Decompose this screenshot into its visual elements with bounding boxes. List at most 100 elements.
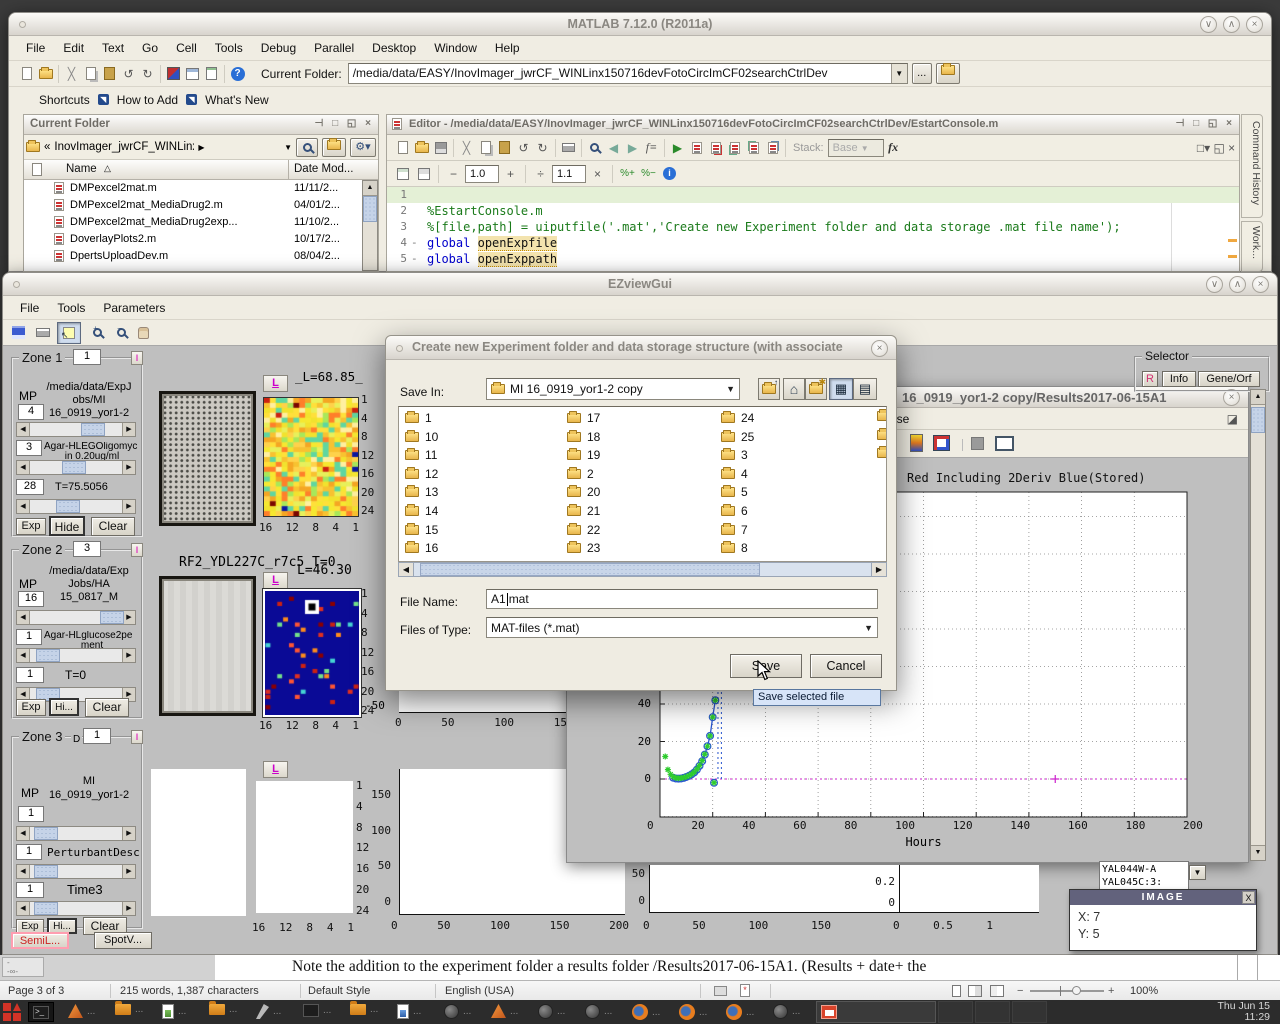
empty-task-slot[interactable]	[1012, 1001, 1047, 1023]
up-one-level-button[interactable]	[322, 137, 346, 157]
selector-gene-orf-button[interactable]: Gene/Orf	[1198, 371, 1260, 387]
zone1-mp-slider[interactable]: ◀ ▶	[16, 422, 136, 437]
step-out-icon[interactable]	[763, 138, 782, 157]
percent-plus-icon[interactable]: %+	[620, 168, 635, 179]
taskbar-item-matlab[interactable]: ...	[491, 1004, 518, 1018]
axes-tool-icon[interactable]	[995, 436, 1014, 451]
path-chevrons[interactable]: «	[44, 141, 51, 153]
taskbar-item-menu[interactable]: ...	[135, 1004, 144, 1015]
page-indicator[interactable]: Page 3 of 3	[8, 985, 65, 997]
matlab-menu-desktop[interactable]: Desktop	[372, 41, 417, 55]
zone3-time-field[interactable]: 1	[16, 882, 44, 898]
window-menu-icon[interactable]	[396, 345, 403, 352]
folder-item-24[interactable]: 24	[721, 411, 754, 425]
home-button[interactable]: ⌂	[783, 378, 805, 400]
zone1-l-toggle-button[interactable]: L	[263, 375, 288, 392]
folder-item-1[interactable]: 1	[405, 411, 432, 425]
copy-icon[interactable]	[81, 64, 100, 83]
open-file-icon[interactable]	[36, 64, 55, 83]
window-menu-icon[interactable]	[19, 21, 26, 28]
step-in-icon[interactable]	[744, 138, 763, 157]
shortcut-how-to-add[interactable]: How to Add	[116, 92, 179, 107]
stack-combo[interactable]: Base ▼	[827, 138, 884, 157]
taskbar-item-menu[interactable]: ...	[463, 1006, 472, 1017]
zoom-slider-thumb[interactable]	[1072, 986, 1081, 995]
edit-plot-button[interactable]: ↖	[57, 321, 81, 344]
save-icon[interactable]	[431, 138, 450, 157]
percent-minus-icon[interactable]: %−	[641, 168, 656, 179]
file-name-input[interactable]: A1 mat	[486, 589, 878, 609]
slider-left-icon[interactable]: ◀	[17, 423, 30, 436]
taskbar-item-menu[interactable]: ...	[652, 1006, 661, 1018]
gene-item[interactable]: YAL045C:3:	[1102, 877, 1163, 888]
details-view-button[interactable]: ▤	[853, 378, 877, 400]
empty-task-slot[interactable]	[938, 1001, 973, 1023]
dialog-folder-list[interactable]: 1 10 11 12 13 14 15 16 17 18 19 2 20 21 22 23 24 25 3 4 5 6 7 8	[398, 406, 887, 562]
zone1-heatmap[interactable]	[263, 397, 359, 517]
zone2-clear-button[interactable]: Clear	[85, 698, 129, 717]
zone3-media-field[interactable]: 1	[16, 844, 42, 860]
folder-item-clipped[interactable]	[877, 446, 886, 459]
profiler-icon[interactable]	[202, 64, 221, 83]
actions-gear-button[interactable]: ⚙▾	[350, 137, 376, 157]
taskbar-item-menu[interactable]: ...	[87, 1005, 96, 1017]
save-in-combo[interactable]: MI 16_0919_yor1-2 copy ▼	[486, 378, 740, 400]
dialog-horizontal-scrollbar[interactable]: ◀ ▶	[398, 562, 887, 577]
slider-right-icon[interactable]: ▶	[122, 423, 135, 436]
file-list-scrollbar[interactable]: ▲	[362, 180, 378, 271]
combo-arrow-icon[interactable]: ▼	[726, 384, 735, 394]
combo-arrow-icon[interactable]: ▼	[890, 64, 907, 83]
window-menu-icon[interactable]	[13, 281, 20, 288]
zone1-media-field[interactable]: 3	[16, 440, 42, 456]
semilog-button[interactable]: SemiL...	[11, 932, 69, 949]
paragraph-style[interactable]: Default Style	[308, 985, 371, 997]
code-line[interactable]: 2 %EstartConsole.m	[387, 203, 1239, 219]
divide-value-field[interactable]: 1.0	[465, 164, 499, 183]
code-line[interactable]: 5- global openExppath	[387, 251, 1239, 267]
guide-icon[interactable]	[183, 64, 202, 83]
multi-page-view-icon[interactable]	[968, 985, 982, 997]
taskbar-item-menu[interactable]: ...	[229, 1004, 238, 1015]
maximize-button[interactable]: ∧	[1223, 16, 1240, 33]
taskbar-item-menu[interactable]: ...	[413, 1006, 422, 1017]
folder-item-18[interactable]: 18	[567, 429, 600, 444]
zone2-number-field[interactable]: 3	[73, 541, 101, 557]
image-window-close-button[interactable]: X	[1242, 891, 1255, 904]
maximize-button[interactable]: ∧	[1229, 276, 1246, 293]
back-icon[interactable]: ◀	[608, 140, 619, 155]
ezview-menu-parameters[interactable]: Parameters	[103, 301, 166, 315]
insert-cell-icon[interactable]	[393, 164, 412, 183]
writer-page-area[interactable]: Note the addition to the experiment fold…	[215, 955, 1280, 980]
zone2-mp-field[interactable]: 16	[18, 591, 44, 607]
up-folder-button[interactable]	[935, 63, 960, 84]
files-of-type-combo[interactable]: MAT-files (*.mat) ▼	[486, 617, 878, 638]
panel-controls-icons[interactable]: ⊣ □ ◱ ×	[314, 118, 374, 129]
editor-panel-title[interactable]: Editor - /media/data/EASY/InovImager_jwr…	[387, 115, 1239, 135]
matlab-menu-text[interactable]: Text	[102, 41, 125, 55]
selector-r-button[interactable]: R	[1142, 371, 1158, 387]
zone1-hide-button[interactable]: Hide	[49, 516, 85, 536]
breakpoint-dash[interactable]: -	[411, 252, 418, 265]
zone3-l-toggle-button[interactable]: L	[263, 761, 288, 778]
zone2-info-button[interactable]: I	[131, 543, 143, 557]
matlab-menu-window[interactable]: Window	[434, 41, 477, 55]
file-table-header[interactable]: Name △ Date Mod...	[24, 160, 378, 180]
zone3-number-field[interactable]: 1	[83, 728, 111, 744]
results-scrollbar[interactable]: ▲ ▼	[1250, 389, 1266, 861]
folder-item-7[interactable]: 7	[721, 522, 748, 537]
matlab-menu-help[interactable]: Help	[494, 41, 520, 55]
increase-icon[interactable]: +	[506, 166, 514, 181]
matlab-menu-file[interactable]: File	[26, 41, 46, 55]
zone3-media-slider[interactable]: ◀ ▶	[16, 864, 136, 879]
zone2-media-field[interactable]: 1	[16, 629, 42, 645]
cut-icon[interactable]: ╳	[462, 140, 471, 155]
insert-cell-divider-icon[interactable]	[414, 164, 433, 183]
run-section-icon[interactable]	[687, 138, 706, 157]
redo-icon[interactable]: ↻	[142, 66, 153, 81]
file-row[interactable]: DMPexcel2mat_MediaDrug2.m 04/01/2...	[24, 197, 364, 214]
grid-view-button[interactable]: ▦	[829, 378, 853, 400]
close-button[interactable]: ×	[1223, 389, 1240, 406]
path-expand-arrow-icon[interactable]: ▶	[198, 142, 205, 152]
file-row[interactable]: DMPexcel2mat_MediaDrug2exp... 11/10/2...	[24, 214, 364, 231]
folder-item-13[interactable]: 13	[405, 485, 438, 499]
